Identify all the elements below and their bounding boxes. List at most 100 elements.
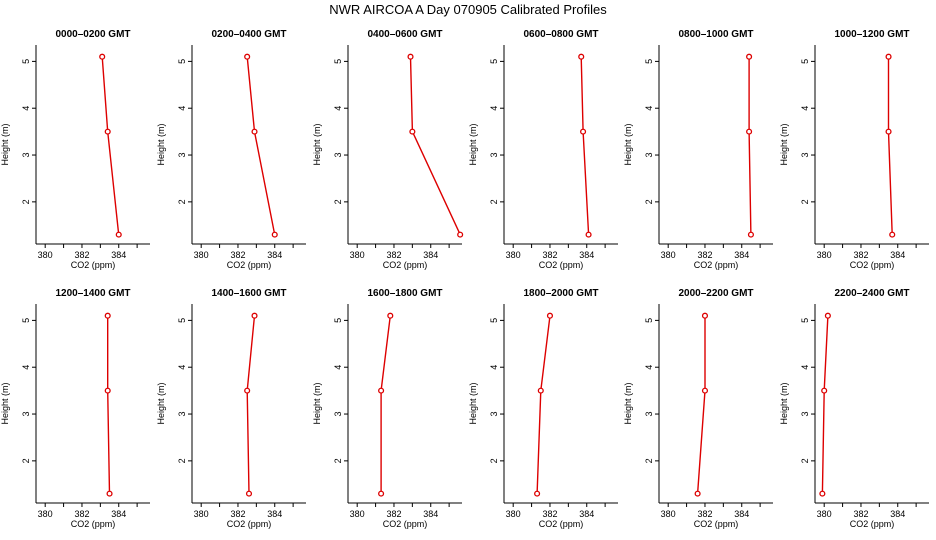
series-line: [380, 315, 391, 494]
y-axis-label: Height (m): [468, 123, 478, 165]
y-tick-label: 3: [333, 153, 343, 158]
x-tick-label: 380: [194, 250, 209, 260]
series-line: [101, 56, 120, 235]
x-tick-label: 382: [230, 250, 245, 260]
series-line: [696, 315, 706, 494]
y-tick-label: 2: [177, 199, 187, 204]
x-tick-label: 380: [506, 250, 521, 260]
data-point: [701, 387, 709, 394]
data-point: [747, 231, 754, 238]
y-tick-label: 5: [21, 318, 31, 323]
y-tick-label: 5: [800, 59, 810, 64]
panel-title: 1800–2000 GMT: [523, 288, 598, 299]
panel-title: 2200–2400 GMT: [834, 288, 909, 299]
panel-10: 1800–2000 GMT 380 382 384 2 3 4 5 CO2 (ppm) Heigh…: [468, 288, 618, 529]
panel-title: 0800–1000 GMT: [678, 29, 753, 40]
x-tick-label: 384: [267, 509, 282, 519]
x-axis-label: CO2 (ppm): [227, 260, 272, 270]
x-tick-label: 380: [38, 250, 53, 260]
data-point: [824, 312, 831, 319]
panel-8: 1400–1600 GMT 380 382 384 2 3 4 5 CO2 (ppm) Heigh…: [156, 288, 306, 529]
y-tick-label: 4: [21, 365, 31, 370]
x-tick-label: 382: [230, 509, 245, 519]
y-tick-label: 3: [800, 153, 810, 158]
y-tick-label: 2: [333, 458, 343, 463]
y-tick-label: 4: [489, 365, 499, 370]
y-tick-label: 2: [21, 199, 31, 204]
y-tick-label: 4: [489, 106, 499, 111]
y-tick-label: 3: [644, 412, 654, 417]
x-tick-label: 380: [506, 509, 521, 519]
panel-5: 0800–1000 GMT 380 382 384 2 3 4 5 CO2 (ppm) Heigh…: [623, 29, 773, 270]
y-tick-label: 4: [21, 106, 31, 111]
data-point: [821, 387, 828, 394]
y-tick-label: 5: [177, 318, 187, 323]
data-point: [746, 128, 753, 135]
data-point: [885, 128, 892, 135]
x-tick-label: 380: [38, 509, 53, 519]
x-axis-label: CO2 (ppm): [383, 519, 428, 529]
x-axis-label: CO2 (ppm): [539, 260, 584, 270]
data-point: [694, 490, 701, 497]
y-tick-label: 3: [21, 153, 31, 158]
x-tick-label: 382: [697, 250, 712, 260]
panel-title: 1000–1200 GMT: [834, 29, 909, 40]
panel-title: 2000–2200 GMT: [678, 288, 753, 299]
y-tick-label: 5: [333, 318, 343, 323]
data-point: [251, 312, 258, 319]
x-tick-label: 380: [817, 250, 832, 260]
x-tick-label: 380: [661, 250, 676, 260]
series-line: [106, 315, 111, 494]
series-line: [246, 315, 256, 494]
y-tick-label: 4: [177, 106, 187, 111]
data-point: [104, 128, 111, 135]
data-point: [578, 53, 585, 60]
y-tick-label: 2: [489, 199, 499, 204]
y-tick-label: 4: [333, 365, 343, 370]
data-point: [244, 53, 251, 60]
x-axis-label: CO2 (ppm): [383, 260, 428, 270]
y-axis-label: Height (m): [0, 123, 10, 165]
y-tick-label: 4: [644, 106, 654, 111]
data-point: [407, 53, 414, 60]
data-point: [819, 490, 826, 497]
panel-4: 0600–0800 GMT 380 382 384 2 3 4 5 CO2 (ppm) Heigh…: [468, 29, 618, 270]
x-tick-label: 380: [194, 509, 209, 519]
panel-title: 0400–0600 GMT: [367, 29, 442, 40]
data-point: [104, 312, 111, 319]
y-tick-label: 5: [333, 59, 343, 64]
y-tick-label: 2: [800, 199, 810, 204]
y-tick-label: 2: [800, 458, 810, 463]
x-tick-label: 384: [890, 250, 905, 260]
y-tick-label: 3: [489, 412, 499, 417]
y-tick-label: 4: [800, 365, 810, 370]
y-axis-label: Height (m): [0, 382, 10, 424]
panel-3: 0400–0600 GMT 380 382 384 2 3 4 5 CO2 (ppm) Heigh…: [312, 29, 464, 270]
data-point: [244, 387, 251, 394]
x-tick-label: 380: [817, 509, 832, 519]
x-axis-label: CO2 (ppm): [850, 260, 895, 270]
y-tick-label: 4: [644, 365, 654, 370]
x-tick-label: 382: [386, 250, 401, 260]
data-point: [457, 231, 464, 238]
panel-11: 2000–2200 GMT 380 382 384 2 3 4 5 CO2 (ppm) Heigh…: [623, 288, 773, 529]
data-point: [99, 53, 106, 60]
y-tick-label: 2: [644, 458, 654, 463]
series-line: [409, 56, 461, 235]
y-tick-label: 2: [644, 199, 654, 204]
data-point: [885, 53, 892, 60]
x-tick-label: 384: [734, 509, 749, 519]
y-tick-label: 5: [644, 59, 654, 64]
x-tick-label: 384: [579, 509, 594, 519]
x-axis-label: CO2 (ppm): [227, 519, 272, 529]
x-tick-label: 382: [542, 509, 557, 519]
y-axis-label: Height (m): [779, 382, 789, 424]
x-tick-label: 380: [661, 509, 676, 519]
x-tick-label: 382: [74, 509, 89, 519]
y-tick-label: 3: [800, 412, 810, 417]
y-tick-label: 3: [489, 153, 499, 158]
x-tick-label: 384: [111, 509, 126, 519]
data-point: [378, 387, 385, 394]
series-line: [536, 315, 551, 494]
